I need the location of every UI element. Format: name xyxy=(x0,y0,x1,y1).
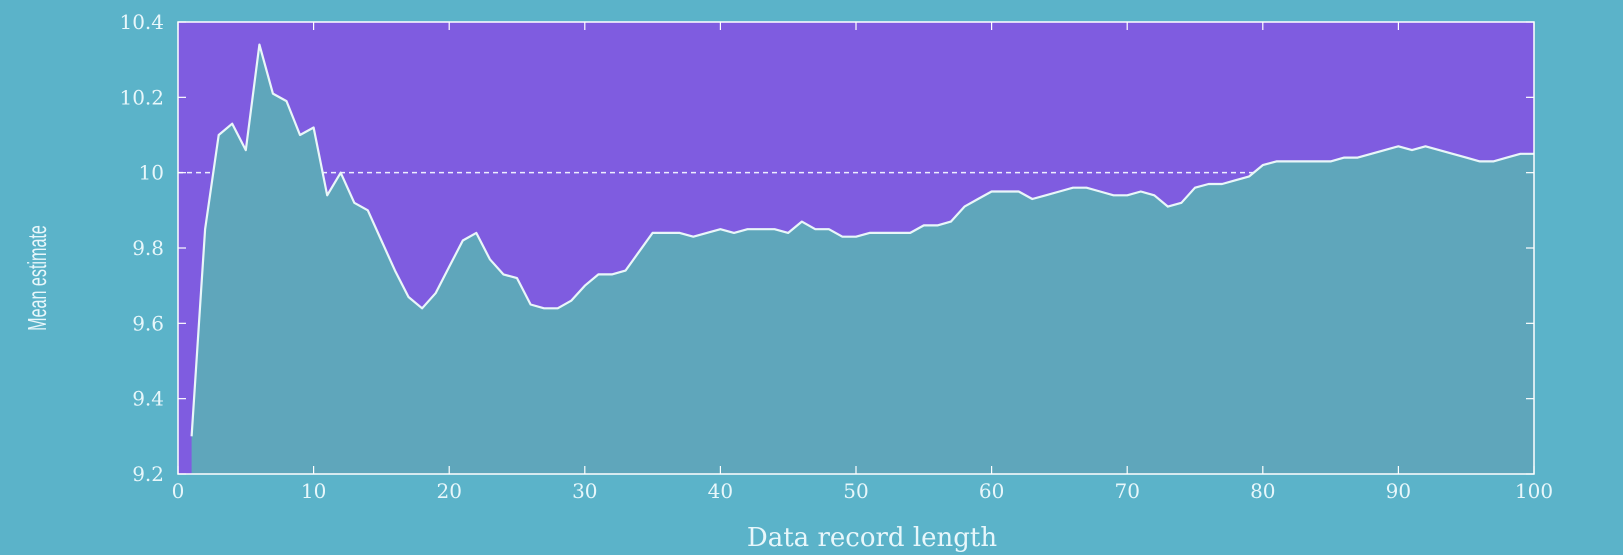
x-tick-label: 70 xyxy=(1114,479,1139,503)
y-tick-labels: 9.2 9.4 9.6 9.8 10 10.2 10.4 xyxy=(119,10,164,486)
x-tick-label: 0 xyxy=(172,479,185,503)
y-tick-label: 9.8 xyxy=(132,236,164,260)
mean-estimate-line xyxy=(190,43,1534,437)
axes-group xyxy=(177,21,1535,475)
y-tick-label: 10 xyxy=(139,161,164,185)
series-group xyxy=(190,43,1535,474)
x-tick-label: 40 xyxy=(708,479,733,503)
x-tick-label: 50 xyxy=(843,479,868,503)
x-tick-label: 20 xyxy=(436,479,461,503)
x-axis-title: Data record length xyxy=(747,523,997,553)
x-tick-label: 60 xyxy=(979,479,1004,503)
y-axis-title: Mean estimate xyxy=(22,225,52,331)
y-tick-label: 9.4 xyxy=(132,387,164,411)
x-tick-label: 10 xyxy=(301,479,326,503)
y-tick-label: 9.2 xyxy=(132,462,164,486)
y-tick-label: 10.2 xyxy=(119,85,164,109)
x-tick-label: 30 xyxy=(572,479,597,503)
x-tick-label: 80 xyxy=(1250,479,1275,503)
x-tick-labels: 0 10 20 30 40 50 60 70 80 90 100 xyxy=(172,479,1553,503)
y-tick-label: 9.6 xyxy=(132,311,164,335)
area-under-curve xyxy=(191,44,1535,474)
x-tick-label: 100 xyxy=(1515,479,1553,503)
y-tick-label: 10.4 xyxy=(119,10,164,34)
x-tick-label: 90 xyxy=(1386,479,1411,503)
